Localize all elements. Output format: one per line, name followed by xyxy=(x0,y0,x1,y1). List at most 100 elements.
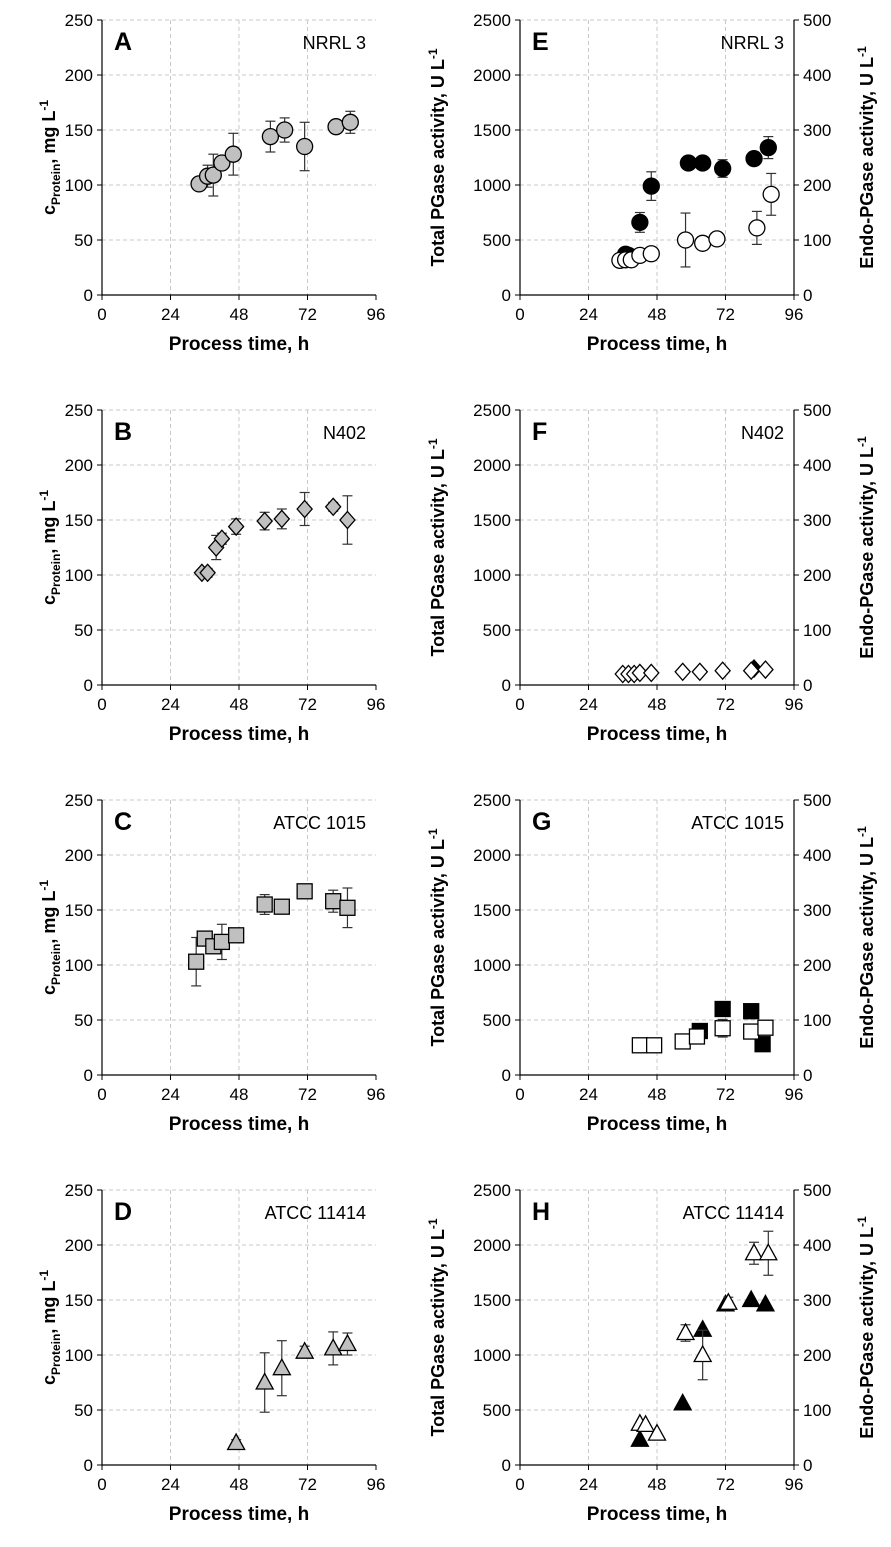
y2-axis-label-sup: -1 xyxy=(855,1216,869,1227)
data-point xyxy=(755,1294,776,1312)
data-point xyxy=(745,149,763,168)
y-tick-label: 200 xyxy=(65,1236,93,1255)
panel-letter: H xyxy=(532,1198,550,1226)
x-tick-label: 24 xyxy=(579,695,598,714)
y-tick-label: 100 xyxy=(65,1346,93,1365)
y-tick-label: 0 xyxy=(84,286,93,305)
series-2 xyxy=(611,172,780,270)
y-axis-label-sub: Protein xyxy=(49,1334,63,1375)
y2-tick-label: 0 xyxy=(803,1066,812,1085)
y-tick-label: 200 xyxy=(65,846,93,865)
y-axis-label: cProtein, mg L-1 xyxy=(37,880,63,995)
x-tick-label: 24 xyxy=(161,1085,180,1104)
panel-letter: A xyxy=(114,28,132,56)
y2-tick-label: 200 xyxy=(803,176,831,195)
x-tick-label: 72 xyxy=(298,695,317,714)
data-point xyxy=(323,1338,343,1356)
y-tick-label: 50 xyxy=(74,1401,93,1420)
data-point xyxy=(754,1036,771,1053)
y2-tick-label: 300 xyxy=(803,511,831,530)
data-point xyxy=(296,499,314,519)
data-point xyxy=(226,1432,246,1451)
x-tick-label: 72 xyxy=(716,695,735,714)
strain-label: ATCC 1015 xyxy=(691,813,784,833)
data-point xyxy=(631,663,649,683)
y-axis-label-unit: , mg L xyxy=(39,111,59,164)
y-tick-label: 2000 xyxy=(473,846,511,865)
x-tick-label: 48 xyxy=(648,305,667,324)
y-axis-label-sup: -1 xyxy=(37,880,51,891)
y-axis-label: Total PGase activity, U L-1 xyxy=(426,438,448,656)
x-tick-label: 24 xyxy=(579,1475,598,1494)
y2-axis-label-main: Endo-PGase activity, U L xyxy=(857,57,877,269)
x-tick-label: 24 xyxy=(161,1475,180,1494)
series-1 xyxy=(193,491,356,583)
y2-tick-label: 500 xyxy=(803,1181,831,1200)
data-point xyxy=(213,933,231,951)
y2-tick-label: 100 xyxy=(803,1401,831,1420)
y2-axis-label: Endo-PGase activity, U L-1 xyxy=(855,826,877,1049)
data-point xyxy=(693,1344,713,1363)
y-tick-label: 1000 xyxy=(473,176,511,195)
y-tick-label: 150 xyxy=(65,901,93,920)
y2-axis-label-sup: -1 xyxy=(855,826,869,837)
data-point xyxy=(256,511,274,531)
data-point xyxy=(276,121,294,139)
y2-tick-label: 200 xyxy=(803,566,831,585)
y-tick-label: 150 xyxy=(65,511,93,530)
y-tick-label: 50 xyxy=(74,1011,93,1030)
y-tick-label: 500 xyxy=(483,1401,511,1420)
x-tick-label: 96 xyxy=(785,1475,804,1494)
y-tick-label: 150 xyxy=(65,1291,93,1310)
x-tick-label: 24 xyxy=(579,1085,598,1104)
x-tick-label: 96 xyxy=(785,1085,804,1104)
y-tick-label: 200 xyxy=(65,66,93,85)
y-tick-label: 2000 xyxy=(473,456,511,475)
y2-tick-label: 300 xyxy=(803,1291,831,1310)
y-axis-label-sub: Protein xyxy=(49,944,63,985)
y2-axis-label-main: Endo-PGase activity, U L xyxy=(857,1227,877,1439)
x-axis-label: Process time, h xyxy=(169,1114,309,1135)
data-point xyxy=(714,1000,731,1018)
y-axis-label-sup: -1 xyxy=(426,1218,440,1229)
y2-axis-label: Endo-PGase activity, U L-1 xyxy=(855,46,877,269)
y-axis-label: cProtein, mg L-1 xyxy=(37,1270,63,1385)
y-tick-label: 150 xyxy=(65,121,93,140)
data-point xyxy=(758,1242,778,1261)
data-point xyxy=(688,1028,706,1045)
strain-label: N402 xyxy=(741,423,784,443)
y-tick-label: 1500 xyxy=(473,121,511,140)
y-axis-label-sub: Protein xyxy=(49,554,63,595)
y-axis-label-sup: -1 xyxy=(37,490,51,501)
y-tick-label: 1000 xyxy=(473,566,511,585)
data-point xyxy=(227,927,245,944)
y-tick-label: 2500 xyxy=(473,11,511,30)
x-tick-label: 48 xyxy=(230,1085,249,1104)
data-point xyxy=(674,662,692,682)
x-axis-label: Process time, h xyxy=(169,334,309,355)
y2-tick-label: 500 xyxy=(803,401,831,420)
data-point xyxy=(718,1292,738,1310)
x-tick-label: 0 xyxy=(97,695,106,714)
x-tick-label: 24 xyxy=(161,305,180,324)
y-axis-label-unit: , mg L xyxy=(39,891,59,944)
y-tick-label: 500 xyxy=(483,1011,511,1030)
y2-axis-label-sup: -1 xyxy=(855,436,869,447)
y-axis-label-main: Total PGase activity, U L xyxy=(428,1229,448,1436)
y-tick-label: 50 xyxy=(74,231,93,250)
data-point xyxy=(645,1037,663,1054)
y-tick-label: 1000 xyxy=(473,1346,511,1365)
x-tick-label: 96 xyxy=(367,1085,386,1104)
chart-panel-e: 0 24 48 72 960500100015002000250001002003004… xyxy=(426,11,877,355)
series-1 xyxy=(190,110,359,197)
x-tick-label: 96 xyxy=(785,695,804,714)
data-point xyxy=(694,154,712,172)
strain-label: NRRL 3 xyxy=(303,33,366,53)
y-axis-label: Total PGase activity, U L-1 xyxy=(426,1218,448,1436)
data-point xyxy=(675,1322,696,1341)
chart-panel-h: 0 24 48 72 960500100015002000250001002003004… xyxy=(426,1181,877,1525)
data-point xyxy=(213,154,231,172)
y2-tick-label: 400 xyxy=(803,456,831,475)
x-tick-label: 0 xyxy=(515,1085,524,1104)
data-point xyxy=(676,231,695,249)
